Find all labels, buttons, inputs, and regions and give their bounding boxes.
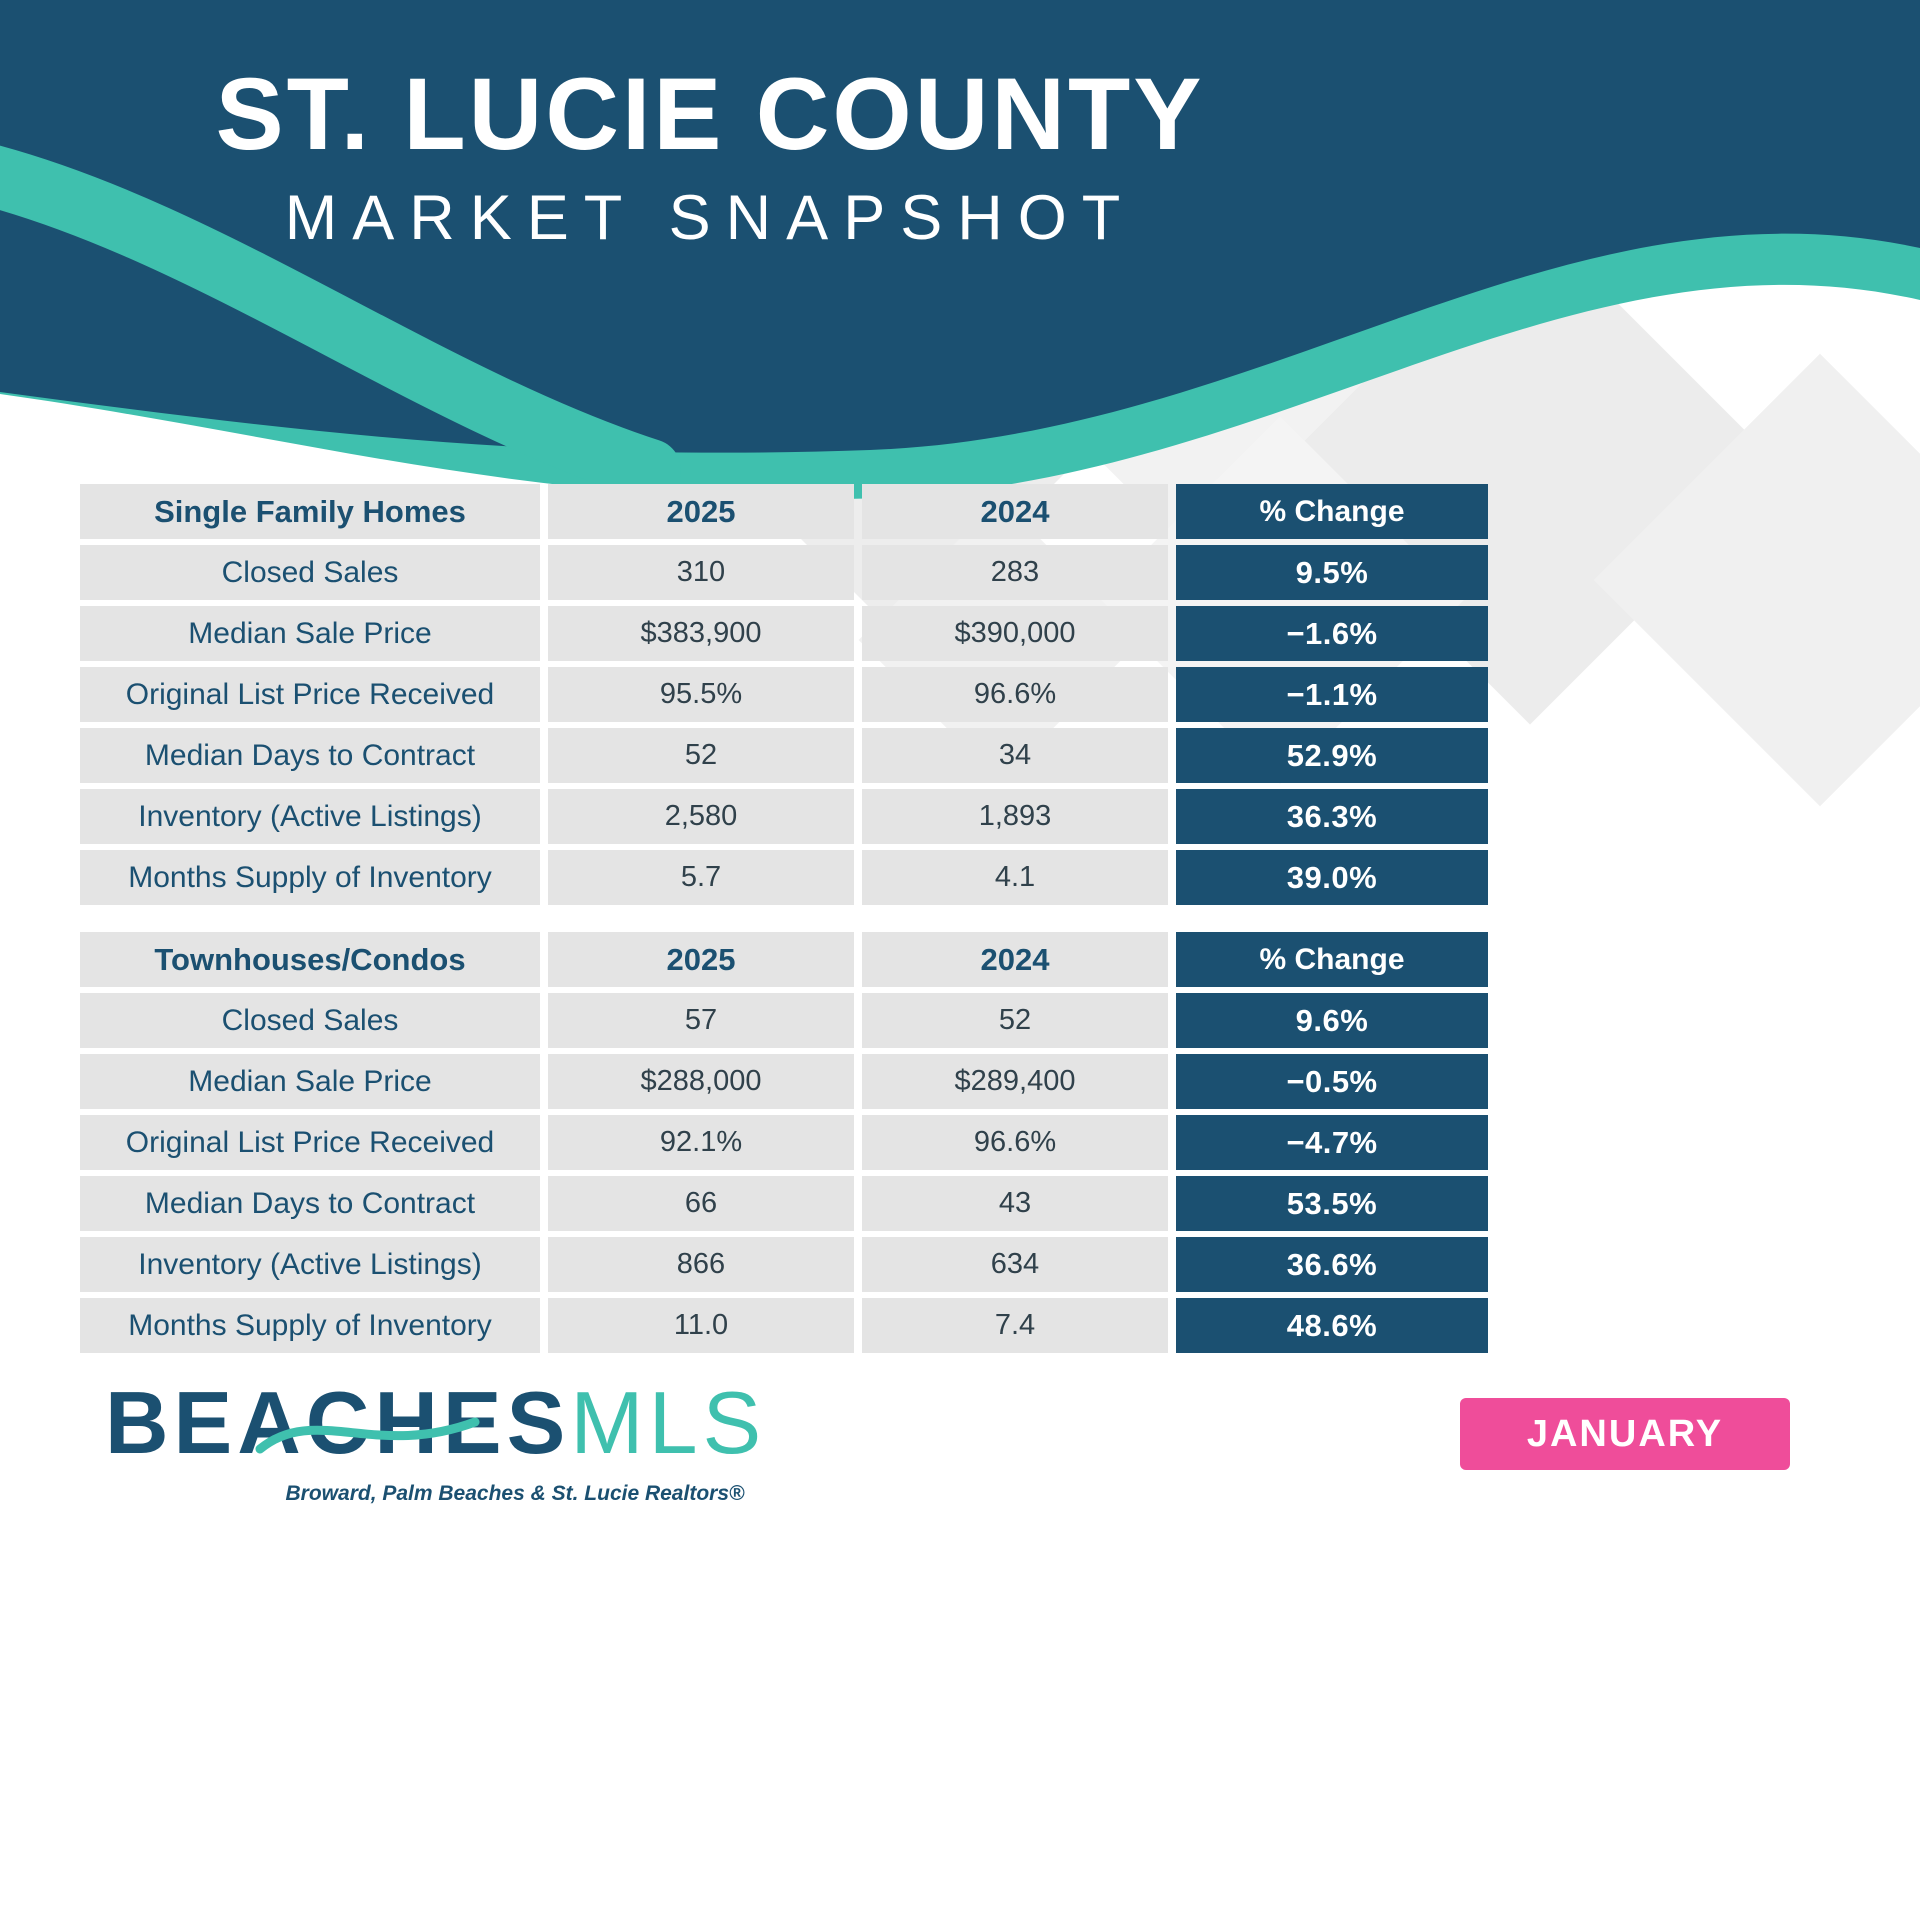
value-2024: 634 [862,1237,1168,1292]
header: ST. LUCIE COUNTY MARKET SNAPSHOT [0,58,1420,253]
value-2025: 11.0 [548,1298,854,1353]
single-family-homes-table: Single Family Homes 2025 2024 % Change C… [80,484,1496,905]
row-label: Original List Price Received [80,667,540,722]
row-label: Closed Sales [80,993,540,1048]
column-header-change: % Change [1176,932,1488,987]
table-title: Single Family Homes [80,484,540,539]
value-change: 9.6% [1176,993,1488,1048]
value-2025: 866 [548,1237,854,1292]
value-change: 39.0% [1176,850,1488,905]
value-2025: 57 [548,993,854,1048]
navy-wave-shape [0,0,1920,453]
row-label: Original List Price Received [80,1115,540,1170]
value-2024: 283 [862,545,1168,600]
value-2025: $288,000 [548,1054,854,1109]
table-title: Townhouses/Condos [80,932,540,987]
row-label: Inventory (Active Listings) [80,789,540,844]
value-2024: 52 [862,993,1168,1048]
value-2025: 5.7 [548,850,854,905]
value-change: 36.3% [1176,789,1488,844]
value-2025: 66 [548,1176,854,1231]
row-label: Closed Sales [80,545,540,600]
value-2024: 96.6% [862,667,1168,722]
value-change: 9.5% [1176,545,1488,600]
logo-beaches-text: BEACHES [105,1373,571,1472]
value-2025: $383,900 [548,606,854,661]
value-2025: 2,580 [548,789,854,844]
row-label: Months Supply of Inventory [80,850,540,905]
townhouses-condos-table: Townhouses/Condos 2025 2024 % Change Clo… [80,932,1496,1353]
row-label: Median Sale Price [80,606,540,661]
value-change: −4.7% [1176,1115,1488,1170]
value-2024: $390,000 [862,606,1168,661]
month-button[interactable]: JANUARY [1460,1398,1790,1470]
value-2024: 4.1 [862,850,1168,905]
value-2024: 7.4 [862,1298,1168,1353]
column-header-change: % Change [1176,484,1488,539]
value-change: 53.5% [1176,1176,1488,1231]
value-2024: $289,400 [862,1054,1168,1109]
row-label: Months Supply of Inventory [80,1298,540,1353]
row-label: Median Sale Price [80,1054,540,1109]
row-label: Inventory (Active Listings) [80,1237,540,1292]
column-header-2024: 2024 [862,932,1168,987]
value-change: 52.9% [1176,728,1488,783]
page-title: ST. LUCIE COUNTY [215,57,1205,171]
logo-mls-text: MLS [570,1373,767,1472]
value-2025: 95.5% [548,667,854,722]
value-change: −1.1% [1176,667,1488,722]
value-2024: 34 [862,728,1168,783]
value-change: −0.5% [1176,1054,1488,1109]
row-label: Median Days to Contract [80,1176,540,1231]
value-2024: 1,893 [862,789,1168,844]
column-header-2025: 2025 [548,484,854,539]
value-change: 36.6% [1176,1237,1488,1292]
header-wave [0,0,1920,501]
page-subtitle: MARKET SNAPSHOT [284,183,1136,254]
column-header-2025: 2025 [548,932,854,987]
value-change: −1.6% [1176,606,1488,661]
teal-crescent-shape [0,145,681,501]
value-2025: 92.1% [548,1115,854,1170]
value-2025: 310 [548,545,854,600]
value-2025: 52 [548,728,854,783]
value-change: 48.6% [1176,1298,1488,1353]
value-2024: 96.6% [862,1115,1168,1170]
column-header-2024: 2024 [862,484,1168,539]
value-2024: 43 [862,1176,1168,1231]
logo-tagline: Broward, Palm Beaches & St. Lucie Realto… [285,1482,745,1505]
beaches-mls-logo: BEACHESMLS [105,1372,766,1474]
row-label: Median Days to Contract [80,728,540,783]
